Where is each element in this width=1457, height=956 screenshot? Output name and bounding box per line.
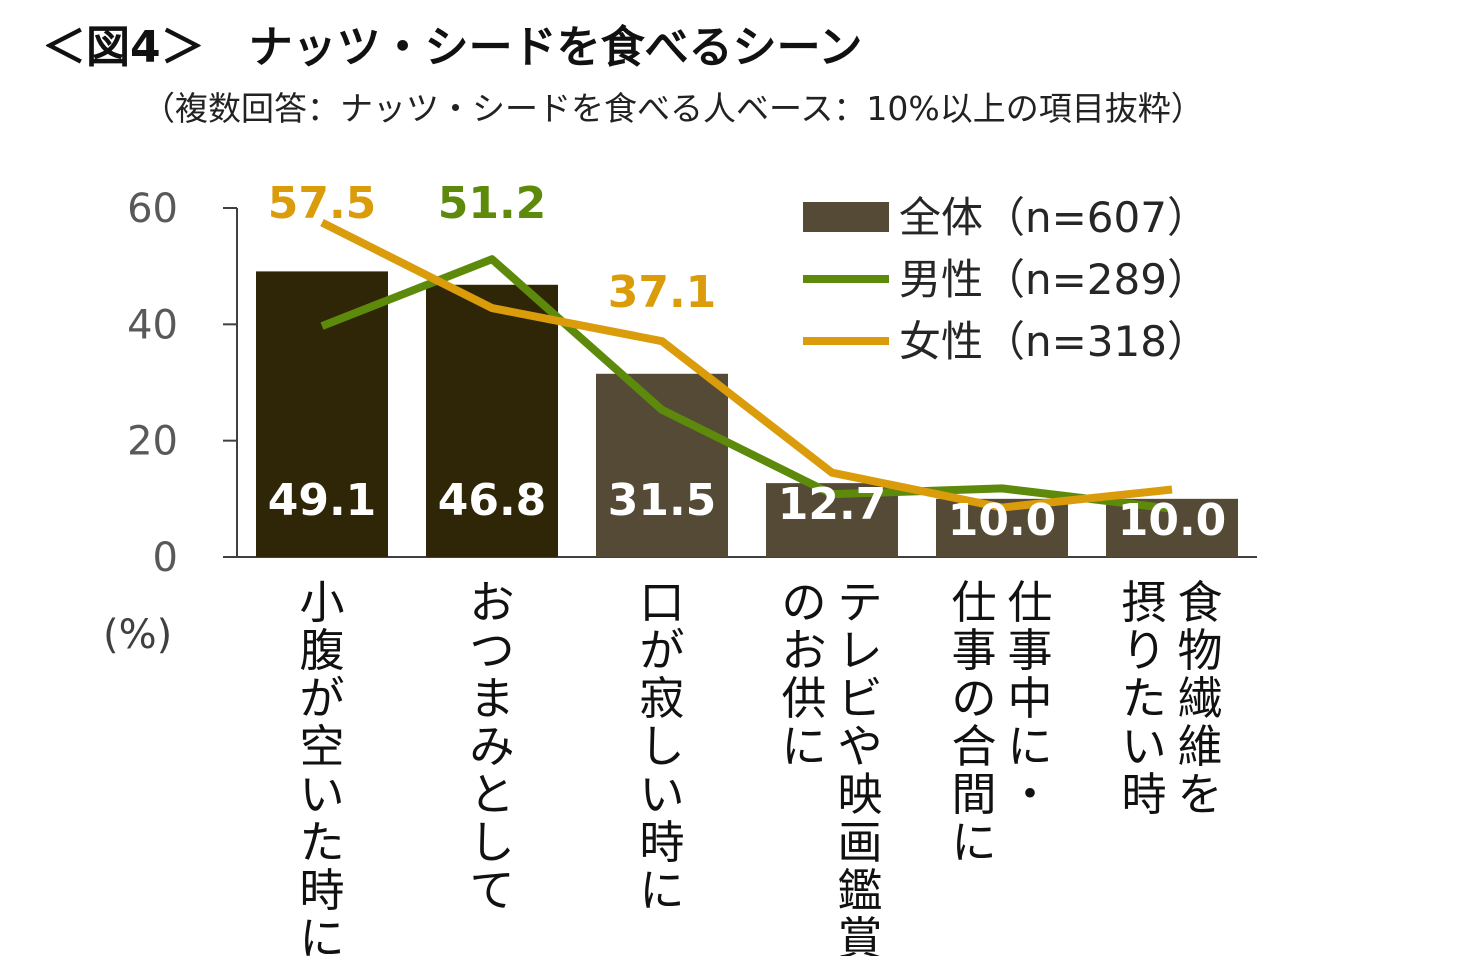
category-label-char: た: [299, 816, 344, 869]
category-label-char: ・: [1007, 768, 1052, 821]
bar-value-label: 46.8: [438, 475, 547, 526]
category-label-char: り: [1121, 624, 1166, 677]
category-label-char: て: [469, 864, 514, 917]
chart-title: ＜図4＞ ナッツ・シードを食べるシーン: [42, 22, 862, 73]
line-value-label: 37.1: [608, 267, 717, 318]
category-label-char: 維: [1177, 720, 1222, 773]
category-label-char: 供: [781, 672, 826, 725]
category-label-char: し: [639, 720, 684, 773]
bar: [426, 284, 558, 557]
category-label-char: 寂: [639, 672, 684, 725]
category-label-char: 時: [1121, 768, 1166, 821]
bar: [256, 271, 388, 557]
category-label-char: い: [299, 768, 344, 821]
category-label-char: 仕: [1007, 576, 1052, 629]
category-label-char: と: [469, 768, 514, 821]
data-labels-group: 49.1 46.8 31.5 12.7 10.0 10.0 51.2 57.5 37.1: [268, 178, 1227, 546]
category-label-char: 間: [951, 768, 996, 821]
category-label-char: 映: [837, 768, 882, 821]
legend: 全体（n=607） 男性（n=289） 女性（n=318）: [803, 193, 1209, 366]
lines-group: [320, 218, 1173, 513]
category-label-char: た: [1121, 672, 1166, 725]
legend-entry-label: 全体（n=607）: [899, 193, 1209, 242]
y-axis-unit: (%): [103, 612, 172, 658]
category-label-char: に: [1007, 720, 1052, 773]
category-label-char: い: [639, 768, 684, 821]
category-label-char: 空: [299, 720, 344, 773]
bar: [596, 373, 728, 557]
y-tick-label: 20: [127, 419, 178, 465]
category-label-char: 食: [1177, 576, 1222, 629]
category-label-char: 事: [951, 624, 996, 677]
category-label-char: レ: [837, 624, 882, 677]
category-label-char: 口: [639, 576, 684, 629]
category-label-char: み: [469, 720, 514, 773]
bars-group: [256, 271, 1238, 557]
legend-entry-label: 女性（n=318）: [899, 317, 1209, 366]
category-label-char: 腹: [299, 624, 344, 677]
bar-value-label: 12.7: [778, 479, 887, 530]
category-labels-group: 小腹が空いた時におつまみとして口が寂しい時にテレビや映画鑑賞のお供に仕事中に・仕…: [299, 576, 1222, 956]
category-label-char: お: [781, 624, 826, 677]
category-label-char: 鑑: [837, 864, 882, 917]
category-label-char: 物: [1177, 624, 1222, 677]
category-label-char: つ: [469, 624, 514, 677]
category-label-char: に: [951, 816, 996, 869]
category-label-char: ビ: [837, 672, 882, 725]
bar-value-label: 49.1: [268, 475, 377, 526]
category-label-char: テ: [837, 576, 882, 629]
category-label-char: 合: [951, 720, 996, 773]
category-label-char: ま: [469, 672, 514, 725]
y-tick-label: 60: [127, 186, 178, 232]
category-label-char: 時: [299, 864, 344, 917]
category-label-char: 繊: [1177, 672, 1222, 725]
series-line: [320, 255, 1173, 513]
category-label-char: い: [1121, 720, 1166, 773]
axis-group: 0 20 40 60: [127, 186, 1257, 581]
category-label-char: や: [837, 720, 882, 773]
legend-entry-label: 男性（n=289）: [899, 255, 1209, 304]
category-label-char: 中: [1007, 672, 1052, 725]
category-label-char: を: [1177, 768, 1222, 821]
y-tick-label: 40: [127, 302, 178, 348]
line-value-label: 57.5: [268, 178, 377, 229]
chart-subtitle: （複数回答：ナッツ・シードを食べる人ベース：10%以上の項目抜粋）: [142, 89, 1204, 128]
y-tick-label: 0: [153, 535, 178, 581]
bar-value-label: 10.0: [948, 495, 1057, 546]
category-label-char: お: [469, 576, 514, 629]
category-label-char: 賞: [837, 912, 882, 956]
category-label-char: に: [781, 720, 826, 773]
category-label-char: に: [299, 912, 344, 956]
category-label-char: 小: [299, 576, 344, 629]
bar-value-label: 31.5: [608, 475, 717, 526]
legend-swatch-bar: [803, 202, 889, 232]
bar-value-label: 10.0: [1118, 495, 1227, 546]
category-label-char: し: [469, 816, 514, 869]
category-label-char: 摂: [1121, 576, 1166, 629]
category-label-char: が: [639, 624, 684, 677]
category-label-char: 事: [1007, 624, 1052, 677]
category-label-char: 仕: [951, 576, 996, 629]
category-label-char: が: [299, 672, 344, 725]
line-value-label: 51.2: [438, 178, 547, 229]
category-label-char: の: [781, 576, 826, 629]
series-line: [320, 218, 1173, 512]
category-label-char: 画: [837, 816, 882, 869]
category-label-char: に: [639, 864, 684, 917]
category-label-char: の: [951, 672, 996, 725]
category-label-char: 時: [639, 816, 684, 869]
